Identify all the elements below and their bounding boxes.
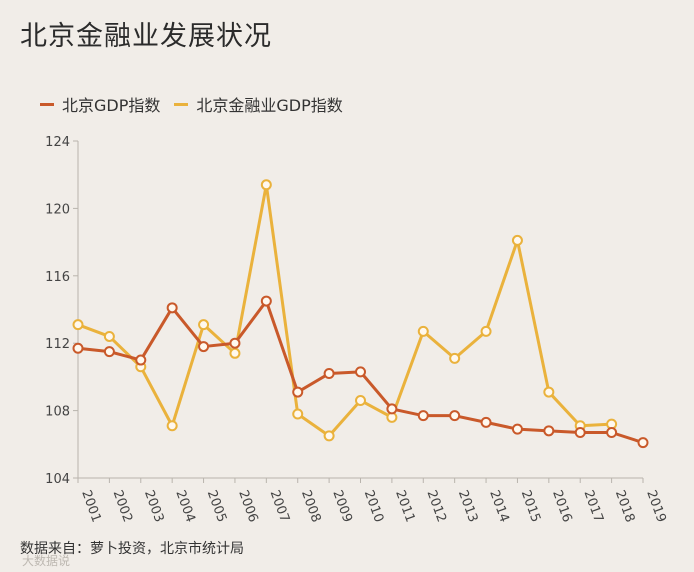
data-point-series-1 (135, 354, 147, 366)
x-tick-label: 2009 (329, 488, 354, 524)
data-point-series-2 (260, 179, 272, 191)
data-point-series-1 (511, 423, 523, 435)
data-point-series-1 (543, 425, 555, 437)
x-tick-label: 2014 (486, 488, 511, 524)
data-point-series-2 (323, 430, 335, 442)
data-point-series-1 (260, 295, 272, 307)
x-tick-label: 2018 (612, 488, 637, 524)
data-point-series-1 (480, 416, 492, 428)
data-point-series-2 (480, 325, 492, 337)
data-point-series-1 (323, 368, 335, 380)
data-point-series-1 (198, 341, 210, 353)
data-point-series-2 (103, 330, 115, 342)
data-point-series-1 (637, 437, 649, 449)
legend-item-series-2: 北京金融业GDP指数 (174, 92, 343, 116)
data-source-note: 数据来自：萝卜投资，北京市统计局 (20, 541, 244, 557)
data-point-series-1 (574, 427, 586, 439)
x-tick-label: 2003 (141, 488, 166, 524)
data-point-series-2 (198, 319, 210, 331)
data-point-series-2 (72, 319, 84, 331)
data-point-series-2 (166, 420, 178, 432)
y-tick-label: 124 (45, 135, 70, 150)
data-point-series-1 (355, 366, 366, 378)
chart-legend: 北京GDP指数 北京金融业GDP指数 (40, 92, 357, 116)
watermark-text: 大数据说 (22, 554, 71, 568)
legend-swatch-series-2 (174, 102, 189, 106)
x-tick-label: 2012 (424, 488, 449, 524)
x-tick-label: 2015 (518, 488, 543, 524)
chart-title: 北京金融业发展状况 (20, 21, 272, 52)
y-tick-label: 120 (45, 202, 70, 217)
data-point-series-1 (103, 346, 115, 358)
legend-label-series-2: 北京金融业GDP指数 (196, 96, 343, 115)
y-tick-label: 104 (45, 472, 70, 487)
data-point-series-1 (166, 302, 178, 314)
x-tick-label: 2006 (235, 488, 260, 524)
y-tick-label: 116 (45, 270, 70, 285)
data-point-series-1 (72, 342, 84, 354)
data-point-series-2 (511, 234, 523, 246)
x-tick-label: 2005 (204, 488, 229, 524)
data-point-series-1 (292, 386, 304, 398)
y-tick-label: 108 (45, 405, 70, 420)
x-tick-label: 2007 (267, 488, 292, 524)
data-point-series-2 (229, 347, 241, 359)
data-point-series-1 (417, 410, 429, 422)
data-point-series-1 (229, 337, 241, 349)
data-point-series-2 (292, 408, 304, 420)
x-tick-label: 2017 (580, 488, 605, 524)
legend-swatch-series-1 (40, 102, 54, 106)
x-tick-label: 2019 (643, 488, 668, 524)
x-tick-label: 2011 (392, 488, 417, 524)
x-tick-label: 2013 (455, 488, 480, 524)
x-tick-label: 2008 (298, 488, 323, 524)
data-point-series-2 (355, 394, 366, 406)
data-point-series-1 (606, 427, 618, 439)
x-tick-label: 2001 (78, 488, 103, 524)
y-tick-label: 112 (45, 337, 70, 352)
legend-label-series-1: 北京GDP指数 (62, 96, 161, 115)
data-point-series-2 (449, 352, 461, 364)
x-tick-label: 2016 (549, 488, 574, 524)
series-line-2 (77, 183, 612, 438)
data-point-series-2 (543, 386, 555, 398)
data-point-series-2 (417, 325, 429, 337)
data-point-series-1 (449, 410, 461, 422)
x-tick-label: 2004 (172, 488, 197, 524)
legend-item-series-1: 北京GDP指数 (40, 92, 160, 116)
data-point-series-1 (386, 403, 398, 415)
x-tick-label: 2010 (361, 488, 386, 524)
x-tick-label: 2002 (110, 488, 135, 524)
